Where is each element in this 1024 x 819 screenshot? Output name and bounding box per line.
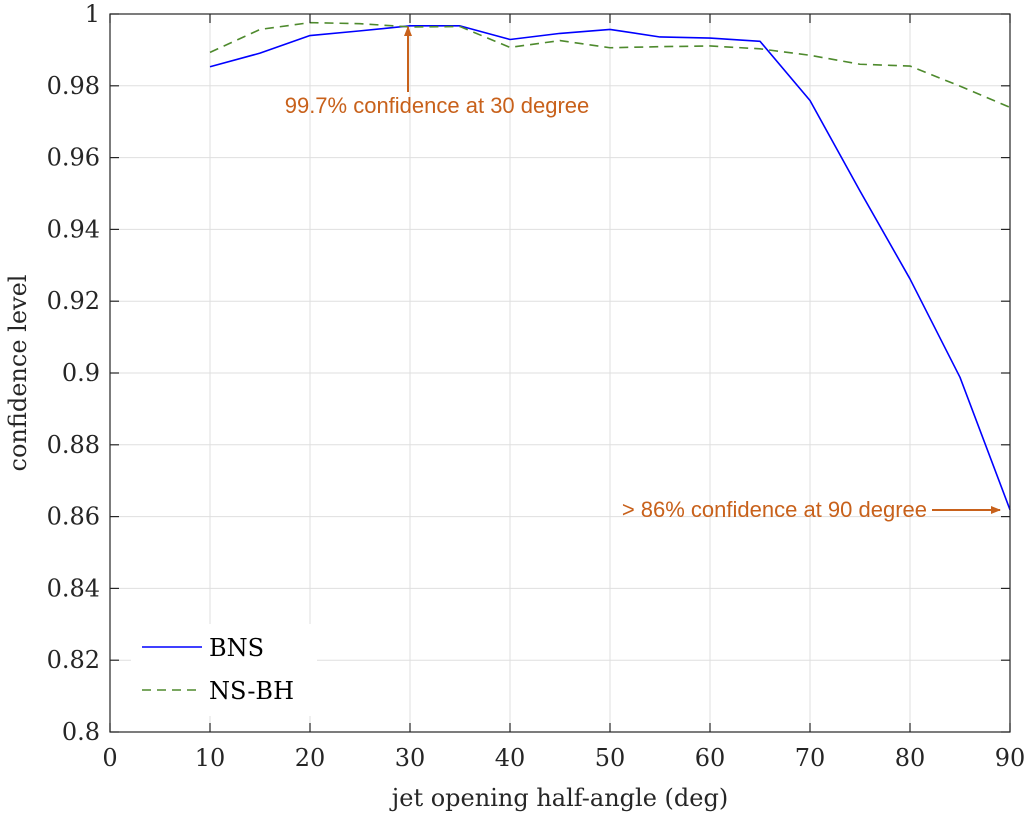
y-tick-label: 0.84	[47, 574, 100, 602]
y-tick-label: 0.86	[47, 503, 100, 531]
tick-labels: 0 10 20 30 40 50 60 70 80 90 0.8 0.82 0.84 0.86 0.88 0.…	[47, 0, 1024, 772]
y-tick-label: 0.92	[47, 287, 100, 315]
y-tick-label: 0.9	[62, 359, 100, 387]
x-tick-label: 60	[695, 744, 726, 772]
series-group	[209, 21, 1011, 511]
x-tick-label: 40	[495, 744, 526, 772]
legend-box	[131, 624, 317, 716]
y-tick-label: 1	[85, 0, 100, 28]
x-tick-label: 0	[102, 744, 117, 772]
y-axis-label: confidence level	[4, 275, 32, 472]
x-tick-label: 50	[595, 744, 626, 772]
y-tick-label: 0.82	[47, 646, 100, 674]
y-tick-label: 0.88	[47, 431, 100, 459]
x-axis-label: jet opening half-angle (deg)	[389, 784, 728, 812]
y-tick-label: 0.94	[47, 215, 100, 243]
series-line-ns-bh	[209, 21, 1011, 109]
x-tick-label: 70	[795, 744, 826, 772]
y-tick-label: 0.98	[47, 72, 100, 100]
x-tick-label: 10	[195, 744, 226, 772]
x-tick-label: 30	[395, 744, 426, 772]
y-tick-label: 0.8	[62, 718, 100, 746]
x-tick-label: 20	[295, 744, 326, 772]
annotation-text-90deg: > 86% confidence at 90 degree	[622, 497, 927, 522]
y-tick-label: 0.96	[47, 144, 100, 172]
x-tick-label: 80	[895, 744, 926, 772]
series-line-bns	[209, 25, 1011, 511]
legend-label-bns: BNS	[209, 634, 264, 662]
legend: BNS NS-BH	[131, 624, 317, 716]
tick-marks	[109, 13, 1011, 733]
legend-label-nsbh: NS-BH	[209, 677, 294, 705]
x-tick-label: 90	[995, 744, 1024, 772]
annotation-text-30deg: 99.7% confidence at 30 degree	[285, 93, 590, 118]
